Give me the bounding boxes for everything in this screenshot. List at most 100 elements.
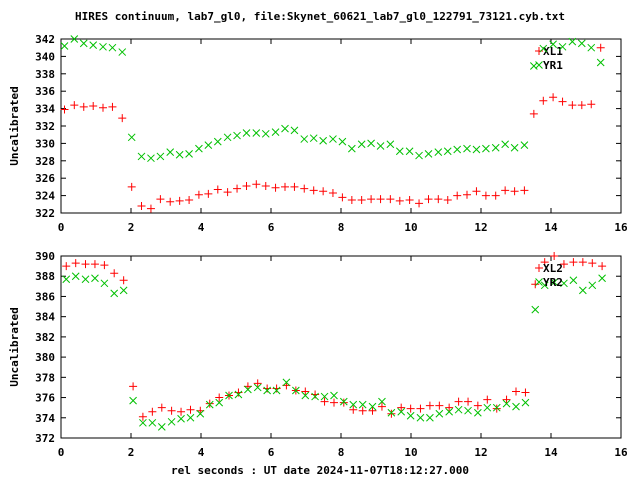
data-point-xl2 xyxy=(569,258,578,267)
x-tick-label: 0 xyxy=(58,221,65,234)
data-point-yr2 xyxy=(598,274,606,283)
data-point-xl2 xyxy=(540,258,549,267)
data-point-xl2 xyxy=(550,252,559,260)
data-point-xl2 xyxy=(339,398,348,407)
data-point-xl2 xyxy=(138,412,147,421)
data-point-xl1 xyxy=(79,102,88,111)
x-tick-label: 12 xyxy=(474,221,487,234)
data-point-yr1 xyxy=(204,141,213,149)
data-point-xl1 xyxy=(395,196,404,205)
x-tick-label: 4 xyxy=(198,446,205,459)
data-point-xl1 xyxy=(223,188,232,197)
data-point-yr1 xyxy=(175,150,184,159)
data-point-yr2 xyxy=(464,406,472,415)
x-tick-label: 14 xyxy=(544,446,558,459)
data-point-xl1 xyxy=(347,195,356,204)
data-point-xl2 xyxy=(454,397,463,406)
y-tick-label: 330 xyxy=(35,137,55,150)
y-tick-label: 388 xyxy=(35,270,55,283)
data-point-xl1 xyxy=(463,190,471,199)
data-point-xl2 xyxy=(512,387,520,396)
data-point-xl1 xyxy=(118,114,127,123)
y-tick-label: 336 xyxy=(35,85,55,98)
data-point-yr1 xyxy=(60,42,69,50)
data-point-yr2 xyxy=(62,275,71,284)
data-point-xl1 xyxy=(261,182,270,191)
data-point-xl2 xyxy=(177,407,186,416)
data-point-yr1 xyxy=(558,42,567,51)
data-point-xl2 xyxy=(157,403,166,412)
data-point-yr1 xyxy=(319,136,328,145)
data-point-xl2 xyxy=(406,404,415,413)
data-point-yr2 xyxy=(177,414,185,423)
data-point-xl1 xyxy=(137,202,146,211)
data-point-yr1 xyxy=(300,135,309,143)
data-point-yr1 xyxy=(577,39,586,48)
data-point-yr2 xyxy=(406,411,415,420)
data-point-xl1 xyxy=(481,191,490,200)
data-point-xl1 xyxy=(213,185,222,194)
data-point-yr1 xyxy=(185,149,193,158)
x-axis-label: rel seconds : UT date 2024-11-07T18:12:2… xyxy=(171,464,469,477)
data-point-yr1 xyxy=(281,124,289,133)
data-point-yr1 xyxy=(357,140,366,149)
legend-label-xl1: XL1 xyxy=(543,45,563,58)
data-point-yr2 xyxy=(205,400,214,409)
y-tick-label: 332 xyxy=(35,120,55,133)
data-point-yr1 xyxy=(596,58,605,67)
data-point-yr2 xyxy=(320,392,329,401)
x-tick-label: 14 xyxy=(544,221,558,234)
data-point-xl1 xyxy=(156,195,165,204)
data-point-xl2 xyxy=(330,398,338,407)
data-point-xl2 xyxy=(464,397,473,406)
legend-marker-yr1 xyxy=(535,61,543,69)
data-point-yr1 xyxy=(501,140,510,149)
data-point-xl2 xyxy=(110,269,119,278)
data-point-xl2 xyxy=(416,404,425,413)
data-point-xl2 xyxy=(90,260,99,269)
data-point-yr2 xyxy=(426,413,434,422)
data-point-yr1 xyxy=(108,43,117,52)
data-point-yr2 xyxy=(215,398,224,407)
data-point-yr2 xyxy=(483,403,492,412)
x-tick-label: 10 xyxy=(404,446,417,459)
data-point-yr1 xyxy=(271,128,280,136)
data-point-yr1 xyxy=(549,40,557,49)
data-point-xl2 xyxy=(531,280,540,289)
data-point-yr2 xyxy=(263,386,272,395)
data-point-xl2 xyxy=(598,262,607,271)
data-point-xl1 xyxy=(60,105,69,114)
data-point-xl1 xyxy=(252,180,261,189)
data-point-yr2 xyxy=(119,286,128,295)
data-point-yr2 xyxy=(512,402,520,411)
data-point-xl2 xyxy=(62,262,71,271)
data-point-yr2 xyxy=(454,405,463,414)
data-point-xl2 xyxy=(148,407,157,416)
data-point-xl1 xyxy=(70,101,79,110)
x-tick-label: 16 xyxy=(614,446,628,459)
data-point-yr2 xyxy=(445,407,454,416)
data-point-yr1 xyxy=(395,147,404,156)
data-point-xl2 xyxy=(129,382,138,391)
data-point-xl1 xyxy=(415,199,424,208)
data-point-xl1 xyxy=(386,195,395,204)
data-point-xl1 xyxy=(549,93,558,102)
y-tick-label: 338 xyxy=(35,68,55,81)
data-point-xl2 xyxy=(349,405,358,414)
y-tick-label: 334 xyxy=(35,103,55,116)
data-point-yr1 xyxy=(405,147,414,156)
data-point-xl2 xyxy=(186,405,195,414)
data-point-yr1 xyxy=(539,44,548,53)
data-point-xl2 xyxy=(502,395,511,404)
data-point-xl1 xyxy=(596,43,605,52)
data-point-yr2 xyxy=(578,286,587,295)
data-point-yr2 xyxy=(521,398,530,407)
data-point-xl1 xyxy=(577,101,586,110)
data-point-xl2 xyxy=(588,259,597,268)
data-point-xl1 xyxy=(491,191,500,200)
data-point-yr1 xyxy=(223,133,232,142)
data-point-xl2 xyxy=(81,260,90,269)
data-point-yr2 xyxy=(368,402,377,411)
data-point-yr1 xyxy=(290,126,299,135)
